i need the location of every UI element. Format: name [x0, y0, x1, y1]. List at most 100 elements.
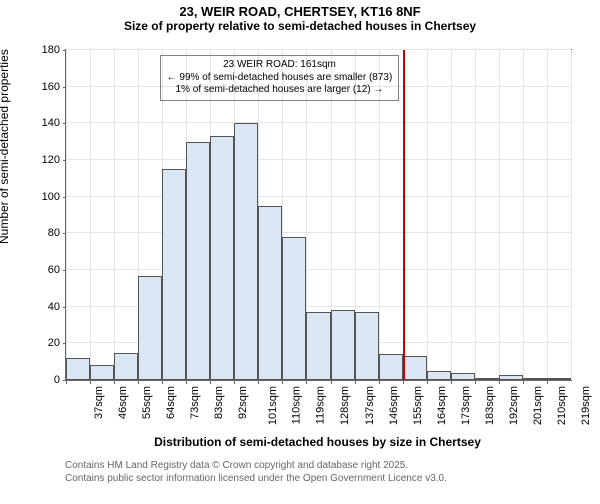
- x-tick-label: 110sqm: [291, 386, 303, 424]
- histogram-bar: [403, 356, 427, 380]
- annotation-line: 1% of semi-detached houses are larger (1…: [167, 84, 393, 97]
- x-tick-mark: [427, 380, 428, 384]
- x-tick-label: 155sqm: [412, 386, 424, 425]
- histogram-bar: [355, 312, 379, 380]
- x-tick-mark: [138, 380, 139, 384]
- y-tick-label: 160: [42, 81, 66, 93]
- histogram-bar: [66, 358, 90, 380]
- x-tick-label: 137sqm: [364, 386, 376, 425]
- x-tick-mark: [547, 380, 548, 384]
- histogram-bar: [282, 237, 306, 380]
- gridline-v: [475, 50, 476, 380]
- histogram-bar: [234, 123, 258, 380]
- y-tick-label: 60: [48, 264, 66, 276]
- gridline-v: [451, 50, 452, 380]
- histogram-bar: [523, 378, 547, 380]
- histogram-bar: [210, 136, 234, 380]
- x-tick-label: 46sqm: [117, 386, 129, 419]
- x-tick-label: 219sqm: [580, 386, 592, 425]
- y-tick-label: 40: [48, 301, 66, 313]
- histogram-bar: [379, 354, 403, 380]
- gridline-v: [499, 50, 500, 380]
- y-tick-label: 80: [48, 227, 66, 239]
- x-tick-label: 83sqm: [213, 386, 225, 419]
- x-tick-label: 164sqm: [436, 386, 448, 425]
- x-tick-mark: [403, 380, 404, 384]
- y-tick-label: 180: [42, 44, 66, 56]
- chart-title-1: 23, WEIR ROAD, CHERTSEY, KT16 8NF: [0, 4, 600, 19]
- y-tick-label: 100: [42, 191, 66, 203]
- chart-title-2: Size of property relative to semi-detach…: [0, 19, 600, 33]
- gridline-h: [66, 122, 571, 123]
- footer-line: Contains HM Land Registry data © Crown c…: [65, 459, 447, 472]
- x-tick-mark: [258, 380, 259, 384]
- plot-area: 02040608010012014016018037sqm46sqm55sqm6…: [65, 49, 572, 381]
- footer-attribution: Contains HM Land Registry data © Crown c…: [65, 459, 447, 485]
- x-tick-label: 201sqm: [532, 386, 544, 425]
- x-tick-mark: [186, 380, 187, 384]
- gridline-h: [66, 49, 571, 50]
- annotation-line: 23 WEIR ROAD: 161sqm: [167, 59, 393, 72]
- x-axis-label: Distribution of semi-detached houses by …: [65, 435, 570, 449]
- histogram-bar: [427, 371, 451, 380]
- x-tick-mark: [475, 380, 476, 384]
- gridline-v: [66, 50, 67, 380]
- x-tick-label: 146sqm: [388, 386, 400, 425]
- histogram-bar: [475, 378, 499, 380]
- gridline-v: [547, 50, 548, 380]
- histogram-bar: [162, 169, 186, 380]
- y-axis-label: Number of semi-detached properties: [0, 49, 11, 244]
- y-tick-label: 0: [54, 374, 66, 386]
- x-tick-label: 173sqm: [460, 386, 472, 425]
- property-marker-line: [403, 50, 405, 380]
- y-tick-label: 140: [42, 117, 66, 129]
- x-tick-label: 92sqm: [237, 386, 249, 419]
- gridline-v: [114, 50, 115, 380]
- gridline-h: [66, 232, 571, 233]
- x-tick-mark: [355, 380, 356, 384]
- y-tick-label: 120: [42, 154, 66, 166]
- gridline-h: [66, 269, 571, 270]
- x-tick-mark: [162, 380, 163, 384]
- y-tick-label: 20: [48, 337, 66, 349]
- gridline-h: [66, 159, 571, 160]
- x-tick-label: 73sqm: [189, 386, 201, 419]
- gridline-v: [90, 50, 91, 380]
- x-tick-label: 55sqm: [141, 386, 153, 419]
- gridline-v: [427, 50, 428, 380]
- x-tick-label: 210sqm: [556, 386, 568, 425]
- x-tick-mark: [90, 380, 91, 384]
- histogram-bar: [499, 375, 523, 381]
- x-tick-label: 37sqm: [93, 386, 105, 419]
- histogram-bar: [186, 142, 210, 380]
- histogram-bar: [114, 353, 138, 381]
- x-tick-label: 101sqm: [267, 386, 279, 425]
- histogram-bar: [451, 373, 475, 380]
- x-tick-label: 128sqm: [340, 386, 352, 425]
- x-tick-mark: [331, 380, 332, 384]
- x-tick-mark: [499, 380, 500, 384]
- x-tick-mark: [282, 380, 283, 384]
- gridline-v: [571, 50, 572, 380]
- histogram-bar: [331, 310, 355, 380]
- histogram-bar: [258, 206, 282, 380]
- gridline-v: [523, 50, 524, 380]
- x-tick-label: 192sqm: [508, 386, 520, 425]
- x-tick-label: 183sqm: [484, 386, 496, 425]
- histogram-bar: [306, 312, 330, 380]
- histogram-bar: [90, 365, 114, 380]
- x-tick-label: 64sqm: [165, 386, 177, 419]
- annotation-box: 23 WEIR ROAD: 161sqm← 99% of semi-detach…: [160, 55, 400, 101]
- x-tick-mark: [379, 380, 380, 384]
- x-tick-label: 119sqm: [315, 386, 327, 424]
- x-tick-mark: [234, 380, 235, 384]
- histogram-bar: [138, 276, 162, 381]
- x-tick-mark: [451, 380, 452, 384]
- annotation-line: ← 99% of semi-detached houses are smalle…: [167, 72, 393, 85]
- histogram-bar: [547, 378, 571, 380]
- x-tick-mark: [523, 380, 524, 384]
- x-tick-mark: [114, 380, 115, 384]
- x-tick-mark: [306, 380, 307, 384]
- x-tick-mark: [66, 380, 67, 384]
- gridline-h: [66, 196, 571, 197]
